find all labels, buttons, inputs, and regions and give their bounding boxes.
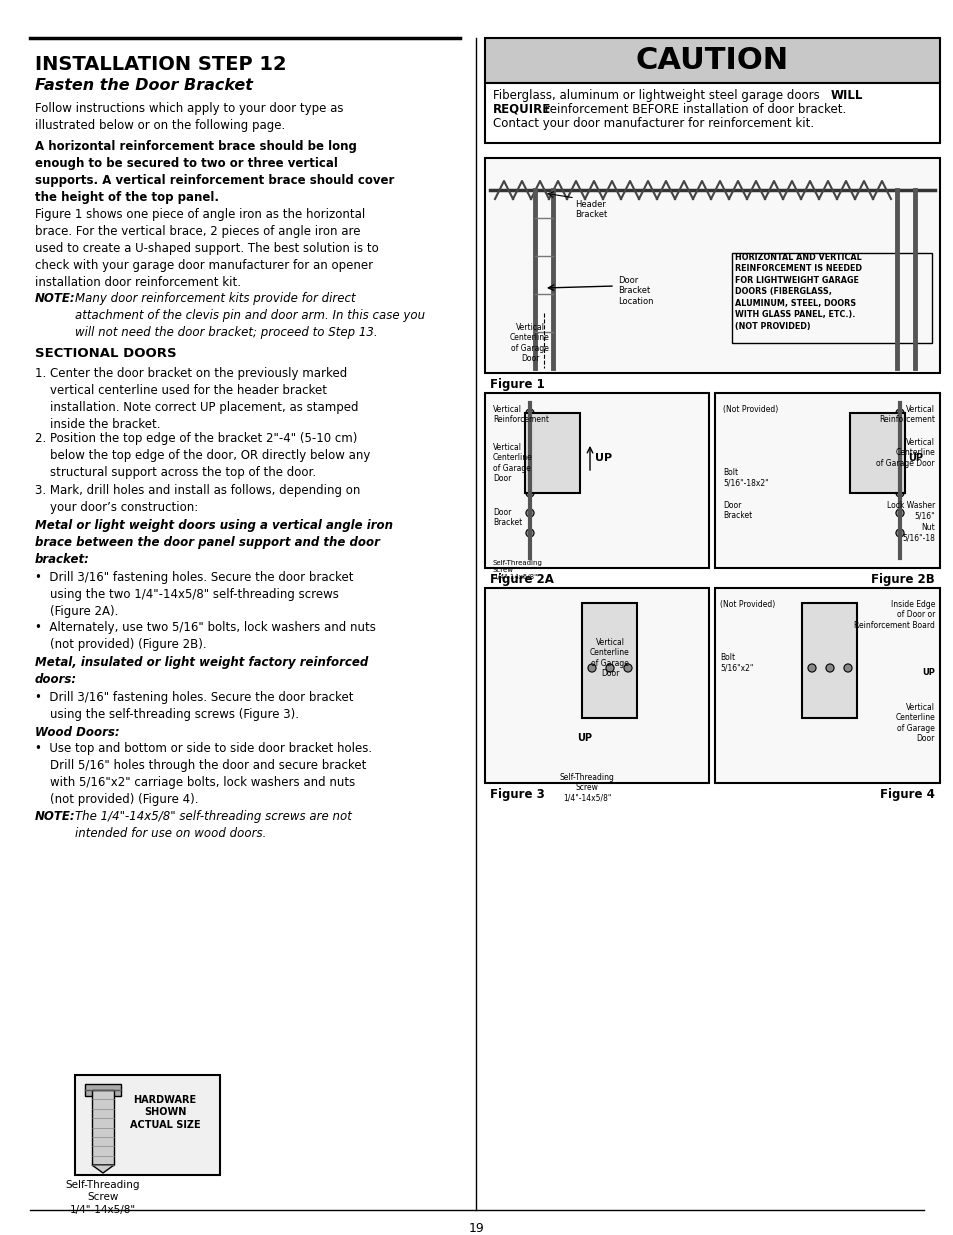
Text: Vertical
Centerline
of Garage
Door: Vertical Centerline of Garage Door: [894, 703, 934, 743]
Circle shape: [807, 664, 815, 672]
Text: Vertical
Centerline
of Garage
Door: Vertical Centerline of Garage Door: [510, 324, 549, 363]
Bar: [731, 253, 931, 343]
Text: 3. Mark, drill holes and install as follows, depending on
    your door’s constr: 3. Mark, drill holes and install as foll…: [35, 484, 360, 514]
Text: Door
Bracket: Door Bracket: [493, 508, 521, 527]
Bar: [581, 603, 637, 718]
Text: Vertical
Reinforcement: Vertical Reinforcement: [878, 405, 934, 425]
Circle shape: [525, 469, 534, 477]
Bar: [524, 412, 579, 493]
Text: Fiberglass, aluminum or lightweight steel garage doors: Fiberglass, aluminum or lightweight stee…: [493, 89, 822, 103]
Text: Figure 4: Figure 4: [880, 788, 934, 802]
Text: Self-Threading
Screw
1/4"-14x5/8": Self-Threading Screw 1/4"-14x5/8": [66, 1179, 140, 1215]
Text: Vertical
Reinforcement: Vertical Reinforcement: [493, 405, 548, 425]
Polygon shape: [91, 1165, 113, 1173]
Circle shape: [525, 409, 534, 417]
Text: Inside Edge
of Door or
Reinforcement Board: Inside Edge of Door or Reinforcement Boa…: [853, 600, 934, 630]
Circle shape: [895, 529, 903, 537]
Text: Door
Bracket: Door Bracket: [722, 501, 752, 520]
Text: 2. Position the top edge of the bracket 2"-4" (5-10 cm)
    below the top edge o: 2. Position the top edge of the bracket …: [35, 432, 370, 479]
Text: The 1/4"-14x5/8" self-threading screws are not
intended for use on wood doors.: The 1/4"-14x5/8" self-threading screws a…: [75, 810, 352, 840]
Circle shape: [895, 509, 903, 517]
Bar: [849, 412, 904, 493]
Bar: [714, 393, 939, 568]
Text: Lock Washer
5/16": Lock Washer 5/16": [886, 501, 934, 520]
Text: Figure 1 shows one piece of angle iron as the horizontal
brace. For the vertical: Figure 1 shows one piece of angle iron a…: [35, 207, 378, 289]
Circle shape: [605, 664, 614, 672]
Text: A horizontal reinforcement brace should be long
enough to be secured to two or t: A horizontal reinforcement brace should …: [35, 140, 394, 204]
Text: Self-Threading
Screw
1/4"-14x5/8": Self-Threading Screw 1/4"-14x5/8": [559, 773, 614, 803]
Text: Vertical
Centerline
of Garage
Door: Vertical Centerline of Garage Door: [493, 443, 532, 483]
Text: •  Use top and bottom or side to side door bracket holes.
    Drill 5/16" holes : • Use top and bottom or side to side doo…: [35, 742, 372, 806]
Bar: [484, 588, 708, 783]
Bar: [85, 1084, 121, 1095]
Text: UP: UP: [907, 453, 923, 463]
Circle shape: [895, 409, 903, 417]
Circle shape: [895, 469, 903, 477]
Circle shape: [895, 489, 903, 496]
Text: UP: UP: [922, 668, 934, 677]
Text: Follow instructions which apply to your door type as
illustrated below or on the: Follow instructions which apply to your …: [35, 103, 343, 132]
Circle shape: [895, 429, 903, 437]
Text: •  Drill 3/16" fastening holes. Secure the door bracket
    using the two 1/4"-1: • Drill 3/16" fastening holes. Secure th…: [35, 571, 354, 618]
Text: Door
Bracket
Location: Door Bracket Location: [618, 275, 653, 306]
Text: HARDWARE
SHOWN
ACTUAL SIZE: HARDWARE SHOWN ACTUAL SIZE: [130, 1095, 200, 1130]
Text: Self-Threading
Screw
1/4"-14x5/8": Self-Threading Screw 1/4"-14x5/8": [493, 559, 542, 580]
Bar: [714, 588, 939, 783]
Text: •  Alternately, use two 5/16" bolts, lock washers and nuts
    (not provided) (F: • Alternately, use two 5/16" bolts, lock…: [35, 621, 375, 651]
Text: WILL: WILL: [830, 89, 862, 103]
Text: Header
Bracket: Header Bracket: [575, 200, 607, 220]
Circle shape: [895, 450, 903, 457]
Text: reinforcement BEFORE installation of door bracket.: reinforcement BEFORE installation of doo…: [544, 103, 845, 116]
Text: Vertical
Centerline
of Garage Door: Vertical Centerline of Garage Door: [876, 438, 934, 468]
Text: (Not Provided): (Not Provided): [722, 405, 778, 414]
Text: Many door reinforcement kits provide for direct
attachment of the clevis pin and: Many door reinforcement kits provide for…: [75, 291, 425, 338]
Text: INSTALLATION STEP 12: INSTALLATION STEP 12: [35, 56, 286, 74]
Text: Metal, insulated or light weight factory reinforced
doors:: Metal, insulated or light weight factory…: [35, 656, 368, 685]
Text: Figure 2A: Figure 2A: [490, 573, 554, 585]
Text: Figure 3: Figure 3: [490, 788, 544, 802]
Bar: [801, 603, 856, 718]
Text: Nut
5/16"-18: Nut 5/16"-18: [902, 522, 934, 542]
Circle shape: [843, 664, 851, 672]
Text: NOTE:: NOTE:: [35, 291, 75, 305]
Circle shape: [587, 664, 596, 672]
Bar: [91, 1091, 113, 1165]
Text: NOTE:: NOTE:: [35, 810, 75, 823]
Circle shape: [825, 664, 833, 672]
Text: Bolt
5/16"x2": Bolt 5/16"x2": [720, 653, 753, 672]
Text: REQUIRE: REQUIRE: [493, 103, 551, 116]
Circle shape: [623, 664, 631, 672]
Circle shape: [525, 489, 534, 496]
Circle shape: [525, 529, 534, 537]
Circle shape: [525, 509, 534, 517]
Text: HORIZONTAL AND VERTICAL
REINFORCEMENT IS NEEDED
FOR LIGHTWEIGHT GARAGE
DOORS (FI: HORIZONTAL AND VERTICAL REINFORCEMENT IS…: [734, 253, 862, 331]
Text: 1. Center the door bracket on the previously marked
    vertical centerline used: 1. Center the door bracket on the previo…: [35, 367, 358, 431]
Text: SECTIONAL DOORS: SECTIONAL DOORS: [35, 347, 176, 359]
Text: 19: 19: [469, 1221, 484, 1235]
Text: Vertical
Centerline
of Garage
Door: Vertical Centerline of Garage Door: [590, 638, 629, 678]
Text: Figure 2B: Figure 2B: [870, 573, 934, 585]
Text: Contact your door manufacturer for reinforcement kit.: Contact your door manufacturer for reinf…: [493, 117, 813, 130]
Text: Fasten the Door Bracket: Fasten the Door Bracket: [35, 78, 253, 93]
Bar: [75, 1074, 220, 1174]
Text: •  Drill 3/16" fastening holes. Secure the door bracket
    using the self-threa: • Drill 3/16" fastening holes. Secure th…: [35, 692, 354, 721]
Bar: [484, 393, 708, 568]
Bar: [484, 38, 939, 83]
Text: (Not Provided): (Not Provided): [720, 600, 775, 609]
Circle shape: [525, 429, 534, 437]
Text: Wood Doors:: Wood Doors:: [35, 726, 119, 739]
Circle shape: [525, 450, 534, 457]
Text: UP: UP: [577, 734, 592, 743]
Text: CAUTION: CAUTION: [636, 46, 788, 75]
Bar: [484, 83, 939, 143]
Text: Figure 1: Figure 1: [490, 378, 544, 391]
Text: Metal or light weight doors using a vertical angle iron
brace between the door p: Metal or light weight doors using a vert…: [35, 519, 393, 566]
Bar: [484, 158, 939, 373]
Text: Bolt
5/16"-18x2": Bolt 5/16"-18x2": [722, 468, 768, 488]
Text: UP: UP: [595, 453, 612, 463]
